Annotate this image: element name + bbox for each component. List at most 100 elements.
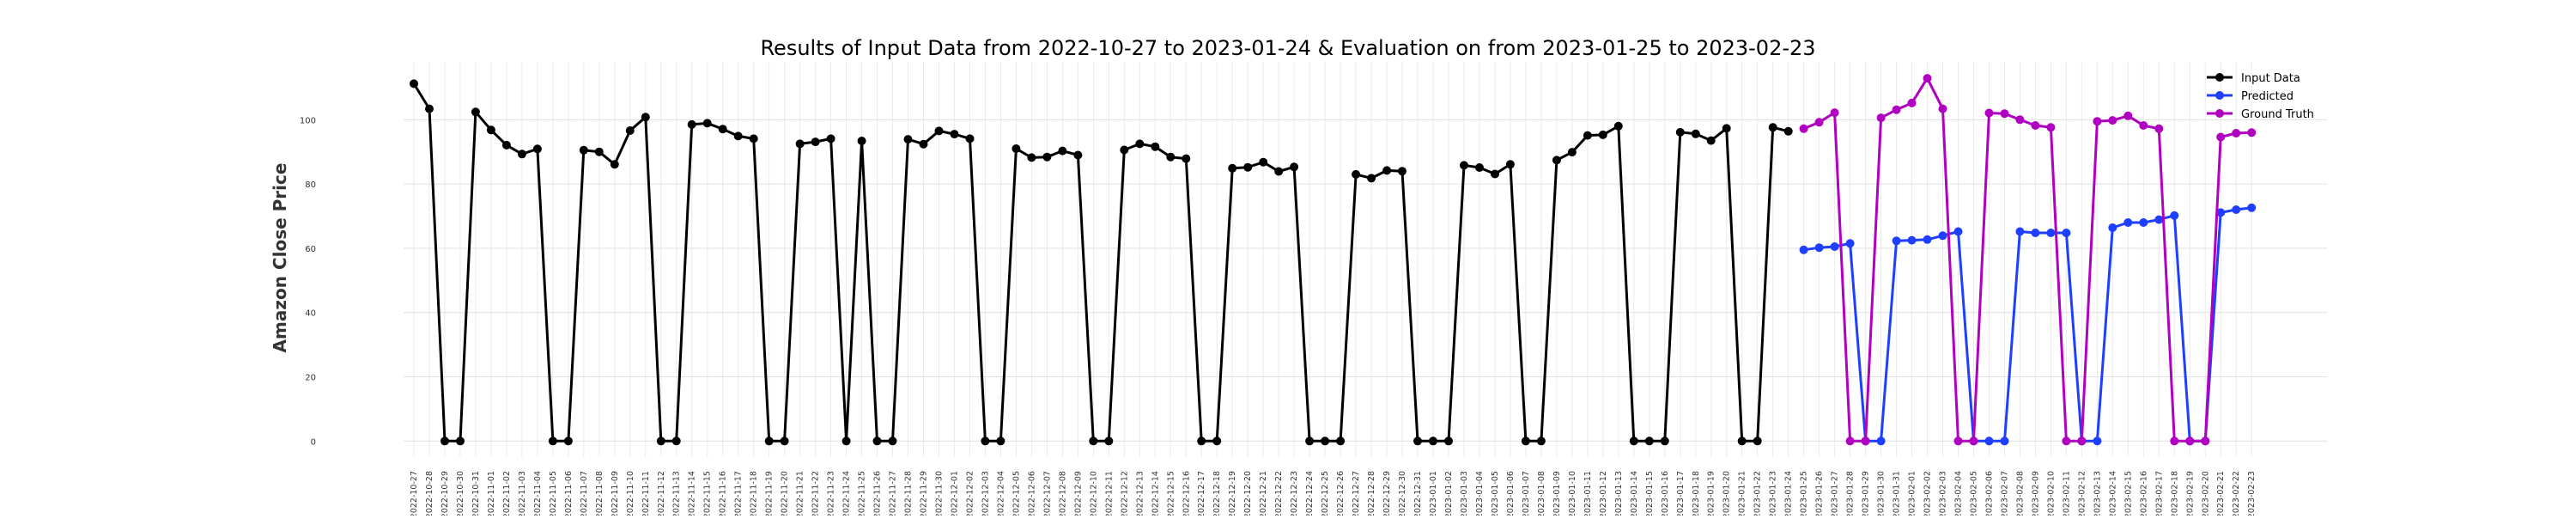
data-point bbox=[1552, 156, 1561, 165]
x-tick-label: 2023-02-03 bbox=[1939, 471, 1948, 516]
data-point bbox=[2108, 223, 2117, 232]
x-tick-label: 2022-11-07 bbox=[580, 471, 589, 516]
y-axis-label: Amazon Close Price bbox=[270, 163, 290, 353]
x-tick-label: 2022-12-15 bbox=[1166, 471, 1176, 516]
x-tick-label: 2022-11-15 bbox=[703, 471, 713, 516]
data-point bbox=[2093, 117, 2102, 126]
x-tick-label: 2022-12-29 bbox=[1382, 471, 1392, 516]
data-point bbox=[841, 437, 851, 446]
data-point bbox=[2093, 437, 2102, 446]
data-point bbox=[2201, 437, 2210, 446]
x-tick-label: 2023-02-11 bbox=[2062, 471, 2071, 516]
x-tick-label: 2023-02-01 bbox=[1908, 471, 1917, 516]
x-tick-label: 2023-02-07 bbox=[2000, 471, 2009, 516]
data-point bbox=[1166, 152, 1176, 162]
x-tick-label: 2023-01-03 bbox=[1460, 471, 1469, 516]
data-point bbox=[1984, 437, 1994, 446]
data-point bbox=[1182, 154, 1191, 163]
data-point bbox=[2000, 109, 2009, 119]
data-point bbox=[1923, 235, 1932, 244]
data-point bbox=[2170, 211, 2179, 220]
data-point bbox=[1536, 437, 1546, 446]
x-tick-label: 2023-01-12 bbox=[1599, 471, 1608, 516]
data-point bbox=[919, 139, 928, 149]
x-tick-label: 2023-01-07 bbox=[1522, 471, 1531, 516]
data-point bbox=[1305, 437, 1315, 446]
data-point bbox=[2015, 115, 2025, 125]
x-tick-label: 2022-12-19 bbox=[1228, 471, 1237, 516]
x-tick-label: 2022-12-10 bbox=[1089, 471, 1098, 516]
x-tick-label: 2023-01-27 bbox=[1831, 471, 1840, 516]
x-tick-label: 2023-02-21 bbox=[2216, 471, 2226, 516]
x-tick-label: 2022-12-04 bbox=[996, 471, 1005, 516]
data-point bbox=[702, 119, 712, 128]
data-point bbox=[656, 437, 665, 446]
x-tick-label: 2023-01-02 bbox=[1444, 471, 1454, 516]
data-point bbox=[1845, 239, 1855, 248]
data-point bbox=[2154, 215, 2164, 224]
data-point bbox=[1876, 113, 1886, 123]
data-point bbox=[1027, 153, 1036, 162]
x-tick-label: 2022-12-23 bbox=[1290, 471, 1299, 516]
data-point bbox=[440, 437, 449, 446]
data-point bbox=[1444, 437, 1453, 446]
x-tick-label: 2023-02-10 bbox=[2046, 471, 2056, 516]
x-tick-label: 2023-01-19 bbox=[1707, 471, 1716, 516]
data-point bbox=[687, 119, 696, 129]
data-point bbox=[1969, 437, 1978, 446]
data-point bbox=[2031, 121, 2040, 130]
x-tick-label: 2023-01-11 bbox=[1583, 471, 1593, 516]
data-point bbox=[1151, 142, 1160, 151]
data-point bbox=[1613, 121, 1623, 131]
data-point bbox=[1892, 105, 1901, 114]
data-point bbox=[517, 150, 526, 159]
data-point bbox=[1290, 162, 1299, 172]
x-tick-label: 2022-12-20 bbox=[1243, 471, 1253, 516]
data-point bbox=[1984, 108, 1994, 118]
y-tick-label: 100 bbox=[300, 116, 316, 125]
x-tick-label: 2022-12-16 bbox=[1182, 471, 1191, 516]
x-tick-label: 2022-11-02 bbox=[502, 471, 512, 516]
x-tick-label: 2022-12-17 bbox=[1197, 471, 1206, 516]
chart-title: Results of Input Data from 2022-10-27 to… bbox=[760, 36, 1815, 60]
x-tick-label: 2023-02-22 bbox=[2232, 471, 2241, 516]
x-tick-label: 2022-12-26 bbox=[1336, 471, 1346, 516]
x-tick-label: 2022-12-24 bbox=[1305, 471, 1315, 516]
data-point bbox=[826, 134, 835, 143]
data-point bbox=[610, 160, 619, 169]
legend-marker bbox=[2215, 73, 2224, 82]
data-point bbox=[1367, 174, 1376, 183]
x-tick-label: 2023-01-17 bbox=[1676, 471, 1686, 516]
y-tick-label: 40 bbox=[305, 309, 316, 319]
x-tick-label: 2022-11-29 bbox=[920, 471, 929, 516]
x-tick-label: 2022-12-12 bbox=[1120, 471, 1129, 516]
x-tick-label: 2022-11-13 bbox=[672, 471, 682, 516]
x-tick-label: 2022-11-14 bbox=[688, 471, 697, 516]
data-point bbox=[903, 135, 913, 144]
data-point bbox=[811, 137, 820, 147]
data-point bbox=[471, 107, 480, 117]
y-axis-ticks: 0 20 40 60 80 100 bbox=[300, 116, 316, 447]
data-point bbox=[2062, 437, 2071, 446]
data-point bbox=[532, 144, 542, 154]
x-tick-label: 2023-01-10 bbox=[1568, 471, 1577, 516]
x-tick-label: 2022-12-01 bbox=[950, 471, 959, 516]
x-tick-label: 2022-11-12 bbox=[657, 471, 666, 516]
x-tick-label: 2022-11-19 bbox=[765, 471, 775, 516]
x-tick-label: 2022-11-04 bbox=[533, 471, 543, 516]
data-point bbox=[1783, 126, 1793, 136]
data-point bbox=[579, 145, 588, 155]
y-tick-label: 0 bbox=[311, 437, 316, 447]
data-point bbox=[501, 140, 511, 150]
y-tick-label: 80 bbox=[305, 180, 316, 190]
data-point bbox=[1259, 157, 1268, 167]
data-point bbox=[1212, 437, 1222, 446]
x-tick-label: 2023-01-08 bbox=[1537, 471, 1546, 516]
x-tick-label: 2022-10-30 bbox=[456, 471, 465, 516]
x-tick-label: 2022-12-14 bbox=[1151, 471, 1160, 516]
data-point bbox=[1135, 139, 1145, 149]
x-tick-label: 2023-01-21 bbox=[1738, 471, 1747, 516]
x-tick-label: 2023-01-20 bbox=[1722, 471, 1732, 516]
data-point bbox=[1737, 437, 1747, 446]
x-tick-label: 2022-10-27 bbox=[410, 471, 419, 516]
